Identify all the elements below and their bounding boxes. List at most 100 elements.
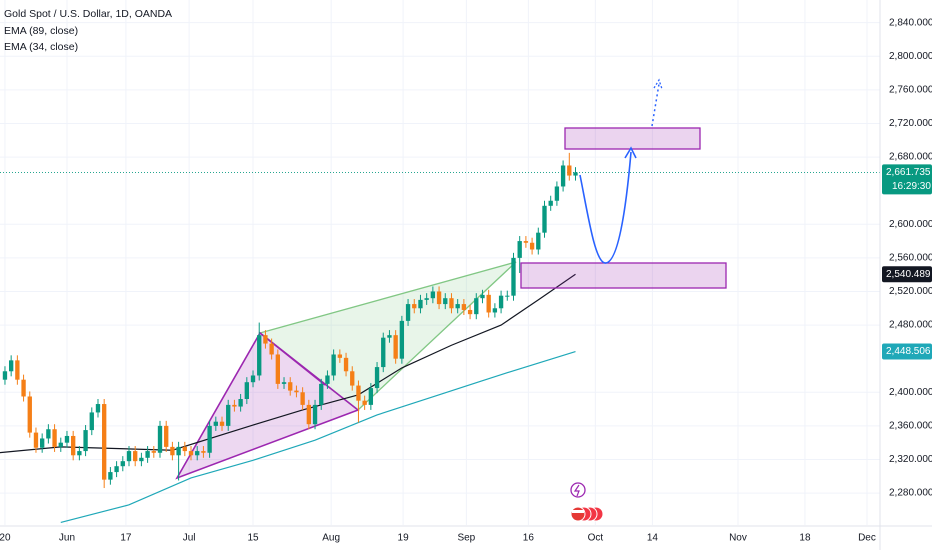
candle-body: [226, 404, 231, 426]
x-tick-label: 15: [247, 533, 259, 544]
candle-body: [77, 451, 82, 456]
x-tick-label: 14: [647, 533, 659, 544]
candle-body: [83, 430, 88, 452]
candle-body: [449, 298, 454, 309]
candle-body: [418, 299, 423, 309]
price-label-box: [882, 343, 932, 360]
candle-body: [443, 298, 448, 305]
target-zone: [564, 127, 701, 150]
y-tick-label: 2,320.000: [889, 454, 932, 465]
x-tick-label: Oct: [588, 533, 604, 544]
plot: [0, 152, 880, 524]
candle-body: [325, 375, 330, 384]
legend-entry: EMA (89, close): [4, 25, 78, 37]
candle-body: [343, 357, 349, 372]
candle-body: [405, 304, 411, 321]
candle-body: [294, 390, 299, 393]
legend-entry: EMA (34, close): [4, 41, 78, 53]
candle-body: [95, 404, 101, 413]
y-tick-label: 2,600.000: [889, 219, 932, 230]
y-tick-label: 2,840.000: [889, 17, 932, 28]
candle-body: [139, 457, 144, 462]
support-zone: [520, 262, 727, 289]
candle-body: [27, 396, 32, 433]
y-tick-label: 2,400.000: [889, 387, 932, 398]
price-label: 2,448.506: [886, 346, 931, 357]
candle-body: [542, 205, 547, 233]
candle-body: [102, 404, 107, 480]
candle-body: [269, 343, 274, 355]
candle-body: [474, 298, 479, 315]
candle-body: [250, 375, 256, 383]
candle-body: [523, 241, 529, 243]
candle-body: [133, 451, 138, 462]
y-tick-label: 2,720.000: [889, 118, 932, 129]
candle-body: [467, 309, 473, 315]
axes: 2,840.000 2,800.000 2,760.000 2,720.000 2,68…: [0, 17, 932, 544]
candle-body: [536, 232, 541, 250]
candle-body: [492, 308, 498, 313]
x-tick-label: 17: [120, 533, 132, 544]
candle-body: [511, 257, 516, 296]
candle-body: [486, 294, 491, 313]
x-tick-label: Jul: [183, 533, 196, 544]
candle-body: [554, 186, 560, 201]
event-bolt: [573, 484, 580, 497]
candle-body: [331, 354, 336, 376]
candle-body: [151, 451, 156, 453]
candle-body: [40, 438, 45, 448]
candle-body: [164, 425, 169, 447]
candle-body: [182, 446, 187, 452]
x-tick-label: Sep: [457, 533, 475, 544]
candle-body: [15, 360, 20, 380]
candle-body: [350, 371, 355, 386]
x-tick-label: Nov: [729, 533, 747, 544]
candle-body: [412, 304, 417, 309]
x-tick-label: 19: [398, 533, 410, 544]
candle-body: [244, 382, 249, 399]
event-icon[interactable]: [570, 482, 586, 498]
projection-curve: [579, 151, 632, 264]
candle-body: [424, 298, 429, 300]
x-tick-label: Jun: [59, 533, 75, 544]
y-tick-label: 2,520.000: [889, 286, 932, 297]
candle-body: [306, 404, 312, 425]
x-tick-label: 18: [799, 533, 811, 544]
price-label-box: [882, 164, 932, 195]
x-tick-label: Dec: [858, 533, 876, 544]
y-tick-label: 2,760.000: [889, 85, 932, 96]
candle-body: [2, 371, 8, 380]
y-tick-label: 2,280.000: [889, 488, 932, 499]
candle-body: [517, 241, 522, 258]
candle-body: [498, 295, 504, 309]
candle-body: [430, 291, 436, 299]
candle-body: [281, 382, 287, 384]
candle-body: [176, 446, 181, 456]
candle-body: [201, 451, 206, 453]
price-label: 2,540.489: [886, 269, 931, 280]
countdown: 16:29:30: [892, 181, 931, 192]
ema-line: [60, 350, 576, 524]
candle-body: [356, 385, 361, 401]
candle-body: [387, 335, 392, 338]
candle-body: [126, 451, 132, 462]
candle-body: [337, 354, 343, 358]
candle-body: [89, 412, 94, 431]
candle-body: [399, 320, 405, 359]
candle-body: [157, 425, 163, 453]
candle-body: [8, 360, 14, 372]
candle-body: [213, 421, 218, 426]
candle-body: [480, 294, 485, 299]
candle-body: [195, 451, 200, 456]
candle-body: [33, 432, 39, 448]
price-label-box: [882, 266, 932, 283]
candle-body: [46, 429, 51, 439]
triangle-inner-line: [259, 332, 326, 386]
candle-body: [362, 400, 367, 405]
dotted-projection: [651, 83, 660, 127]
candle-body: [232, 404, 237, 407]
x-tick-label: 20: [0, 533, 11, 544]
candle-body: [529, 242, 535, 250]
economic-events[interactable]: [570, 506, 604, 522]
